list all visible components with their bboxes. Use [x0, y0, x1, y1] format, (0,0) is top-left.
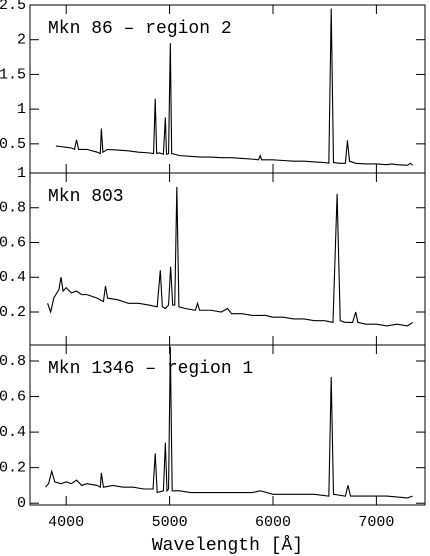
y-tick-label: 0.4 — [0, 269, 26, 286]
y-tick-label: 0 — [17, 495, 26, 512]
x-tick-label: 4000 — [48, 514, 84, 531]
y-tick-label: 0.8 — [0, 200, 26, 217]
panel-title: Mkn 803 — [48, 187, 124, 207]
x-tick-label: 7000 — [358, 514, 394, 531]
y-tick-label: 0.2 — [0, 304, 26, 321]
y-tick-label: 0.6 — [0, 234, 26, 251]
x-tick-label: 5000 — [152, 514, 188, 531]
x-axis-label: Wavelength [Å] — [152, 535, 303, 556]
y-tick-label: 1 — [17, 101, 26, 118]
panel-title: Mkn 86 – region 2 — [48, 19, 232, 39]
y-tick-label: 1 — [17, 165, 26, 182]
y-tick-label: 0.6 — [0, 389, 26, 406]
panel-title: Mkn 1346 – region 1 — [48, 359, 253, 379]
y-tick-label: 0.8 — [0, 353, 26, 370]
x-tick-label: 6000 — [255, 514, 291, 531]
y-tick-label: 0.5 — [0, 136, 26, 153]
y-tick-label: 2.5 — [0, 0, 26, 14]
panel-frame — [29, 344, 426, 506]
y-tick-label: 0.2 — [0, 460, 26, 477]
y-tick-label: 1.5 — [0, 66, 26, 83]
y-tick-label: 2 — [17, 32, 26, 49]
spectrum-line — [55, 8, 413, 166]
y-tick-label: 0.4 — [0, 424, 26, 441]
spectrum-line — [45, 346, 413, 499]
spectrum-line — [47, 186, 413, 327]
